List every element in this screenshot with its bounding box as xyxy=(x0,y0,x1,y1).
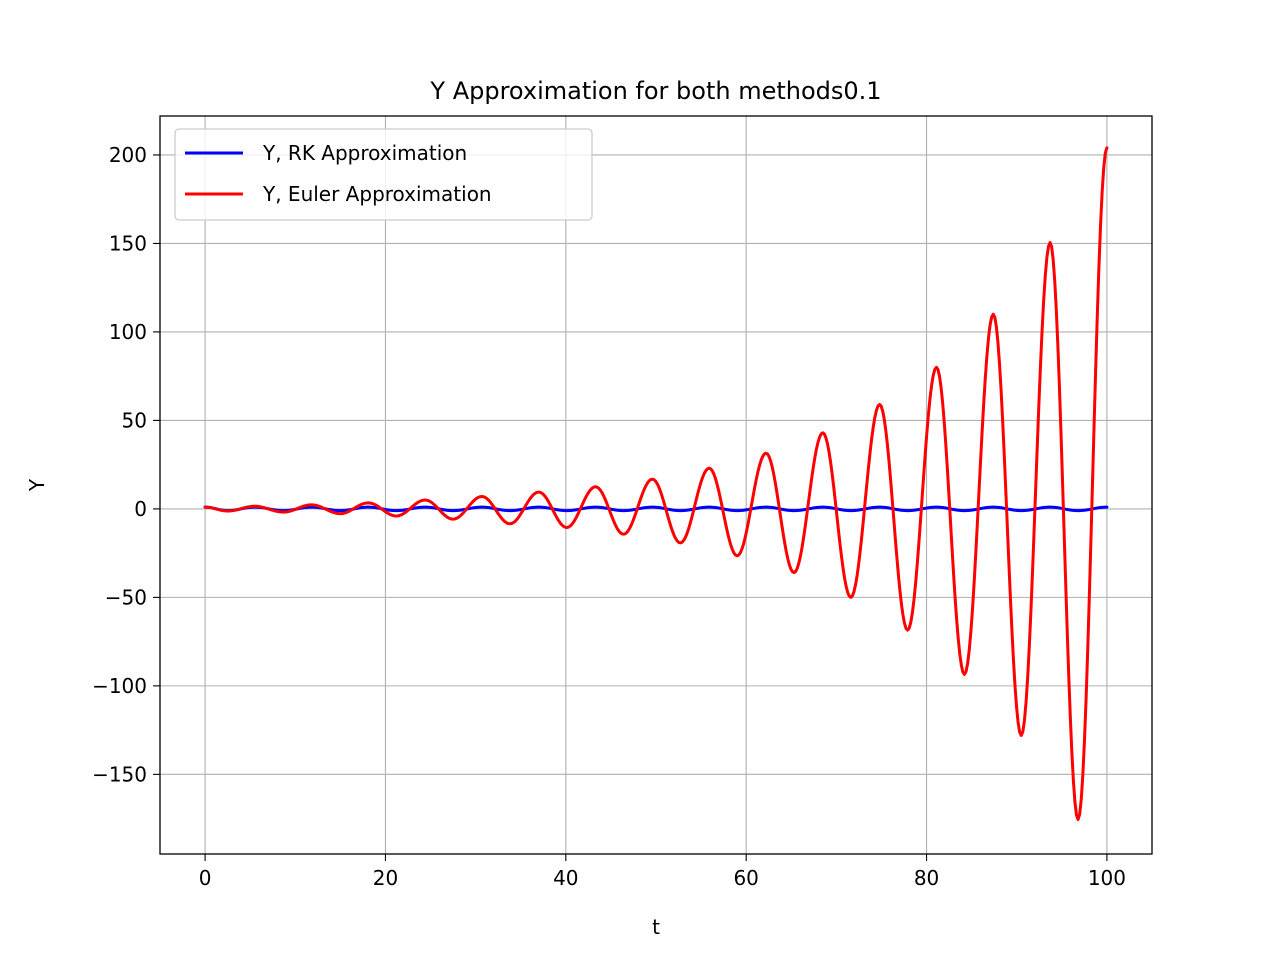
x-tick-label: 20 xyxy=(373,866,398,890)
x-tick-label: 60 xyxy=(733,866,758,890)
y-tick-label: 150 xyxy=(109,231,147,255)
x-tick-label: 80 xyxy=(914,866,939,890)
chart-title: Y Approximation for both methods0.1 xyxy=(429,77,881,105)
y-tick-label: 50 xyxy=(122,408,147,432)
x-tick-label: 100 xyxy=(1088,866,1126,890)
series-line-euler xyxy=(203,146,1109,821)
legend-label-rk: Y, RK Approximation xyxy=(262,141,467,165)
x-tick-label: 0 xyxy=(199,866,212,890)
plot-frame xyxy=(159,115,1153,855)
legend-box xyxy=(174,128,593,221)
y-axis-label: Y xyxy=(25,478,49,492)
legend-label-euler: Y, Euler Approximation xyxy=(262,182,492,206)
y-tick-label: −100 xyxy=(92,674,147,698)
y-tick-label: 100 xyxy=(109,320,147,344)
y-tick-label: −150 xyxy=(92,762,147,786)
y-tick-label: 0 xyxy=(134,497,147,521)
legend: Y, RK Approximation Y, Euler Approximati… xyxy=(174,128,593,221)
ticks: 0 20 40 60 80 100 200 150 100 50 0 −50 −100 −150 xyxy=(92,143,1126,890)
x-tick-label: 40 xyxy=(553,866,578,890)
y-tick-label: −50 xyxy=(105,585,147,609)
x-axis-label: t xyxy=(652,915,660,939)
y-tick-label: 200 xyxy=(109,143,147,167)
series-group xyxy=(203,146,1109,821)
